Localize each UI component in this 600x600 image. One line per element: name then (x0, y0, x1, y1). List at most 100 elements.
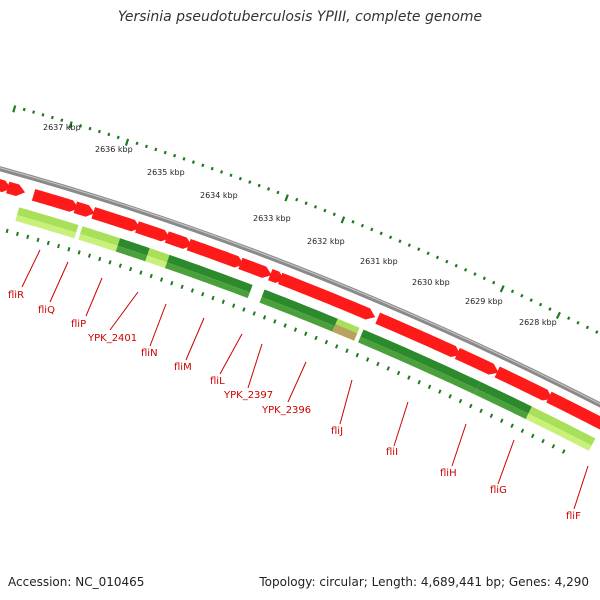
track-segment (117, 238, 150, 256)
track-segment (259, 297, 335, 332)
inner-tick (5, 228, 9, 234)
leader-line (497, 439, 515, 485)
leader-line (247, 343, 263, 389)
scale-tick (41, 113, 45, 117)
inner-tick (283, 323, 287, 328)
scale-tick (135, 141, 139, 146)
track-segment (115, 245, 148, 262)
scale-tick (68, 121, 73, 129)
scale-label-2635: 2635 kbp (147, 168, 185, 177)
inner-tick (242, 307, 246, 312)
gene-arrow (546, 391, 600, 430)
inner-tick (108, 260, 112, 265)
scale-tick (276, 190, 280, 195)
inner-tick (273, 319, 277, 324)
gene-arrow (454, 347, 499, 375)
inner-tick (170, 280, 174, 286)
gene-label-fliH: fliH (440, 468, 457, 479)
inner-tick (57, 243, 61, 249)
scale-tick (12, 105, 17, 113)
inner-tick (26, 234, 30, 240)
scale-label-2629: 2629 kbp (465, 297, 503, 306)
scale-tick (201, 163, 205, 168)
track-segment (17, 207, 79, 233)
gene-label-fliG: fliG (490, 485, 507, 496)
leader-line (451, 423, 467, 467)
inner-tick (314, 335, 318, 341)
leader-line (109, 291, 139, 331)
inner-tick (190, 288, 195, 293)
scale-tick (340, 216, 346, 224)
inner-tick (293, 327, 298, 332)
leader-line (339, 379, 353, 425)
scale-tick (351, 220, 355, 224)
inner-tick (334, 344, 339, 349)
gene-arrow (494, 366, 553, 401)
scale-tick (595, 330, 599, 334)
scale-tick (173, 153, 177, 158)
scale-tick (332, 212, 336, 217)
inner-tick (365, 357, 370, 362)
scale-label-2632: 2632 kbp (307, 237, 345, 246)
inner-tick (129, 266, 133, 272)
inner-tick (448, 394, 452, 399)
scale-tick (520, 293, 524, 298)
scale-tick (191, 160, 195, 164)
gene-label-fliJ: fliJ (331, 426, 343, 437)
gene-label-YPK_2396: YPK_2396 (261, 405, 311, 416)
inner-tick (376, 361, 380, 367)
leader-line (219, 333, 243, 375)
scale-tick (370, 227, 374, 232)
scale-tick (248, 180, 252, 184)
gene-label-fliR: fliR (8, 290, 24, 301)
gene-label-fliI: fliI (386, 447, 398, 458)
gene-label-fliF: fliF (566, 511, 581, 522)
gene-arrow (135, 221, 171, 242)
track-segment (358, 336, 477, 395)
gene-arrow (375, 312, 461, 358)
gene-label-fliN: fliN (141, 348, 158, 359)
inner-tick (489, 413, 494, 419)
scale-tick (124, 138, 130, 146)
gene-arrow (31, 189, 79, 212)
analysis-tracks (15, 207, 596, 451)
track-segment (80, 226, 121, 246)
inner-tick (458, 398, 463, 404)
track-segment (528, 406, 596, 446)
gene-arrow (73, 201, 95, 217)
track-segment (332, 324, 358, 341)
scale-tick (538, 302, 543, 307)
scale-tick (154, 147, 158, 152)
inner-tick (98, 256, 102, 262)
track-segment (147, 248, 170, 263)
track-segment (78, 233, 118, 252)
scale-tick (548, 307, 552, 311)
scale-tick (555, 311, 561, 320)
scale-tick (407, 243, 411, 248)
scale-tick (510, 289, 515, 294)
scale-tick (182, 157, 186, 161)
inner-tick (36, 237, 40, 243)
inner-tick (407, 375, 411, 380)
gene-label-fliQ: fliQ (38, 305, 55, 316)
leader-line (85, 277, 103, 317)
genome-backbone-highlight (0, 167, 600, 405)
inner-tick (304, 331, 308, 336)
scale-tick (32, 110, 36, 114)
scale-tick (585, 325, 590, 330)
scale-tick (388, 235, 393, 240)
outer-scale-ticks (12, 105, 599, 334)
gene-arrow (186, 238, 244, 268)
inner-ticks (5, 228, 566, 454)
gene-arrow (91, 207, 141, 232)
scale-tick (284, 194, 289, 202)
scale-tick (567, 316, 571, 321)
inner-tick (386, 366, 390, 371)
inner-tick (345, 348, 349, 353)
track-segment (166, 254, 253, 293)
scale-tick (107, 132, 111, 137)
scale-tick (22, 107, 26, 112)
gene-arrow (238, 257, 272, 278)
scale-tick (304, 201, 308, 206)
